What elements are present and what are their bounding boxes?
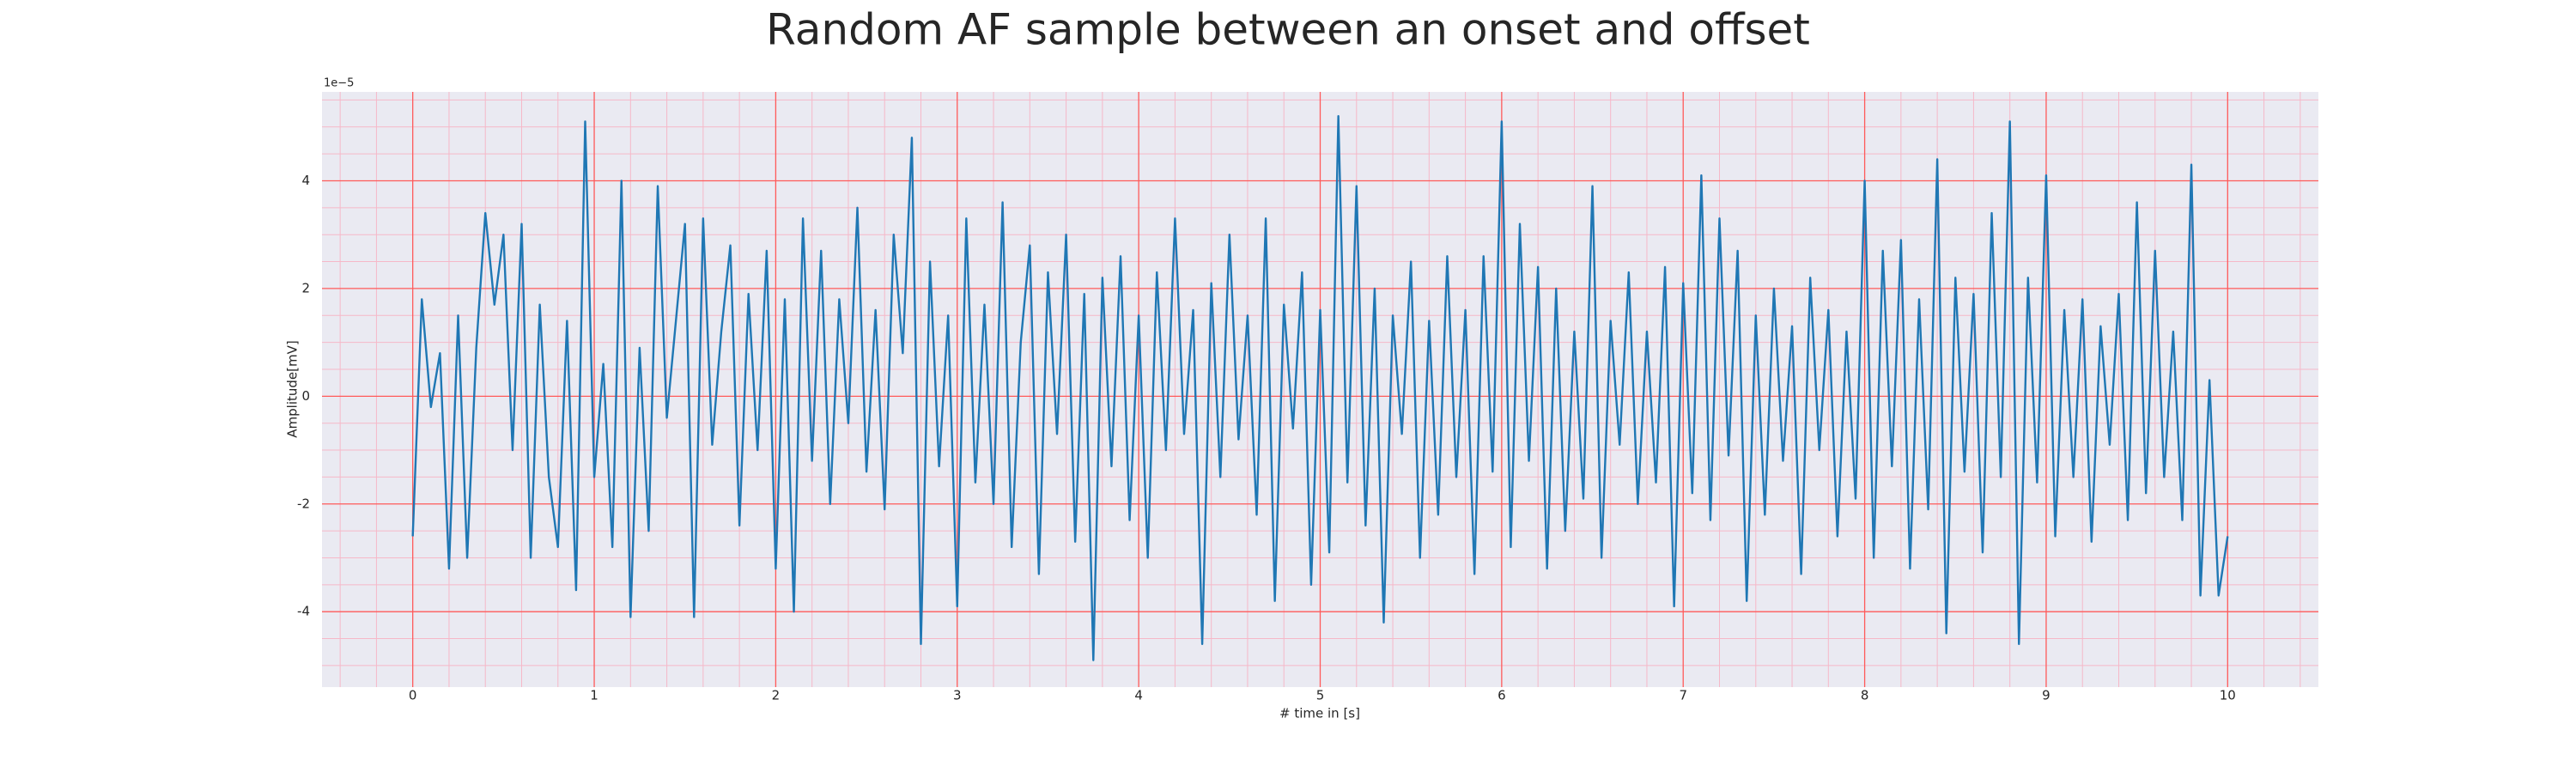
chart-title: Random AF sample between an onset and of… <box>766 5 1810 55</box>
x-tick-label: 0 <box>409 688 417 703</box>
y-tick-label: 2 <box>301 280 310 295</box>
x-axis-label: # time in [s] <box>1279 706 1360 721</box>
y-tick-label: 4 <box>301 173 310 188</box>
grid <box>322 92 2318 687</box>
x-tick-label: 9 <box>2042 688 2050 703</box>
x-tick-label: 4 <box>1134 688 1143 703</box>
x-tick-label: 6 <box>1498 688 1506 703</box>
signal-line <box>411 115 2229 661</box>
x-tick-label: 3 <box>953 688 962 703</box>
labels: 0 1 2 3 4 5 6 7 8 9 10 -4 -2 0 2 4 <box>297 173 2236 703</box>
x-tick-label: 2 <box>772 688 781 703</box>
x-tick-label: 5 <box>1316 688 1325 703</box>
y-tick-label: -4 <box>297 604 310 619</box>
x-tick-label: 7 <box>1679 688 1687 703</box>
y-tick-label: 0 <box>301 388 310 404</box>
data <box>411 115 2229 661</box>
x-tick-label: 10 <box>2220 688 2236 703</box>
x-tick-label: 1 <box>590 688 598 703</box>
y-offset-label: 1e−5 <box>324 77 354 90</box>
y-tick-label: -2 <box>297 496 310 511</box>
x-tick-label: 8 <box>1861 688 1869 703</box>
y-axis-label: Amplitude[mV] <box>285 340 301 437</box>
